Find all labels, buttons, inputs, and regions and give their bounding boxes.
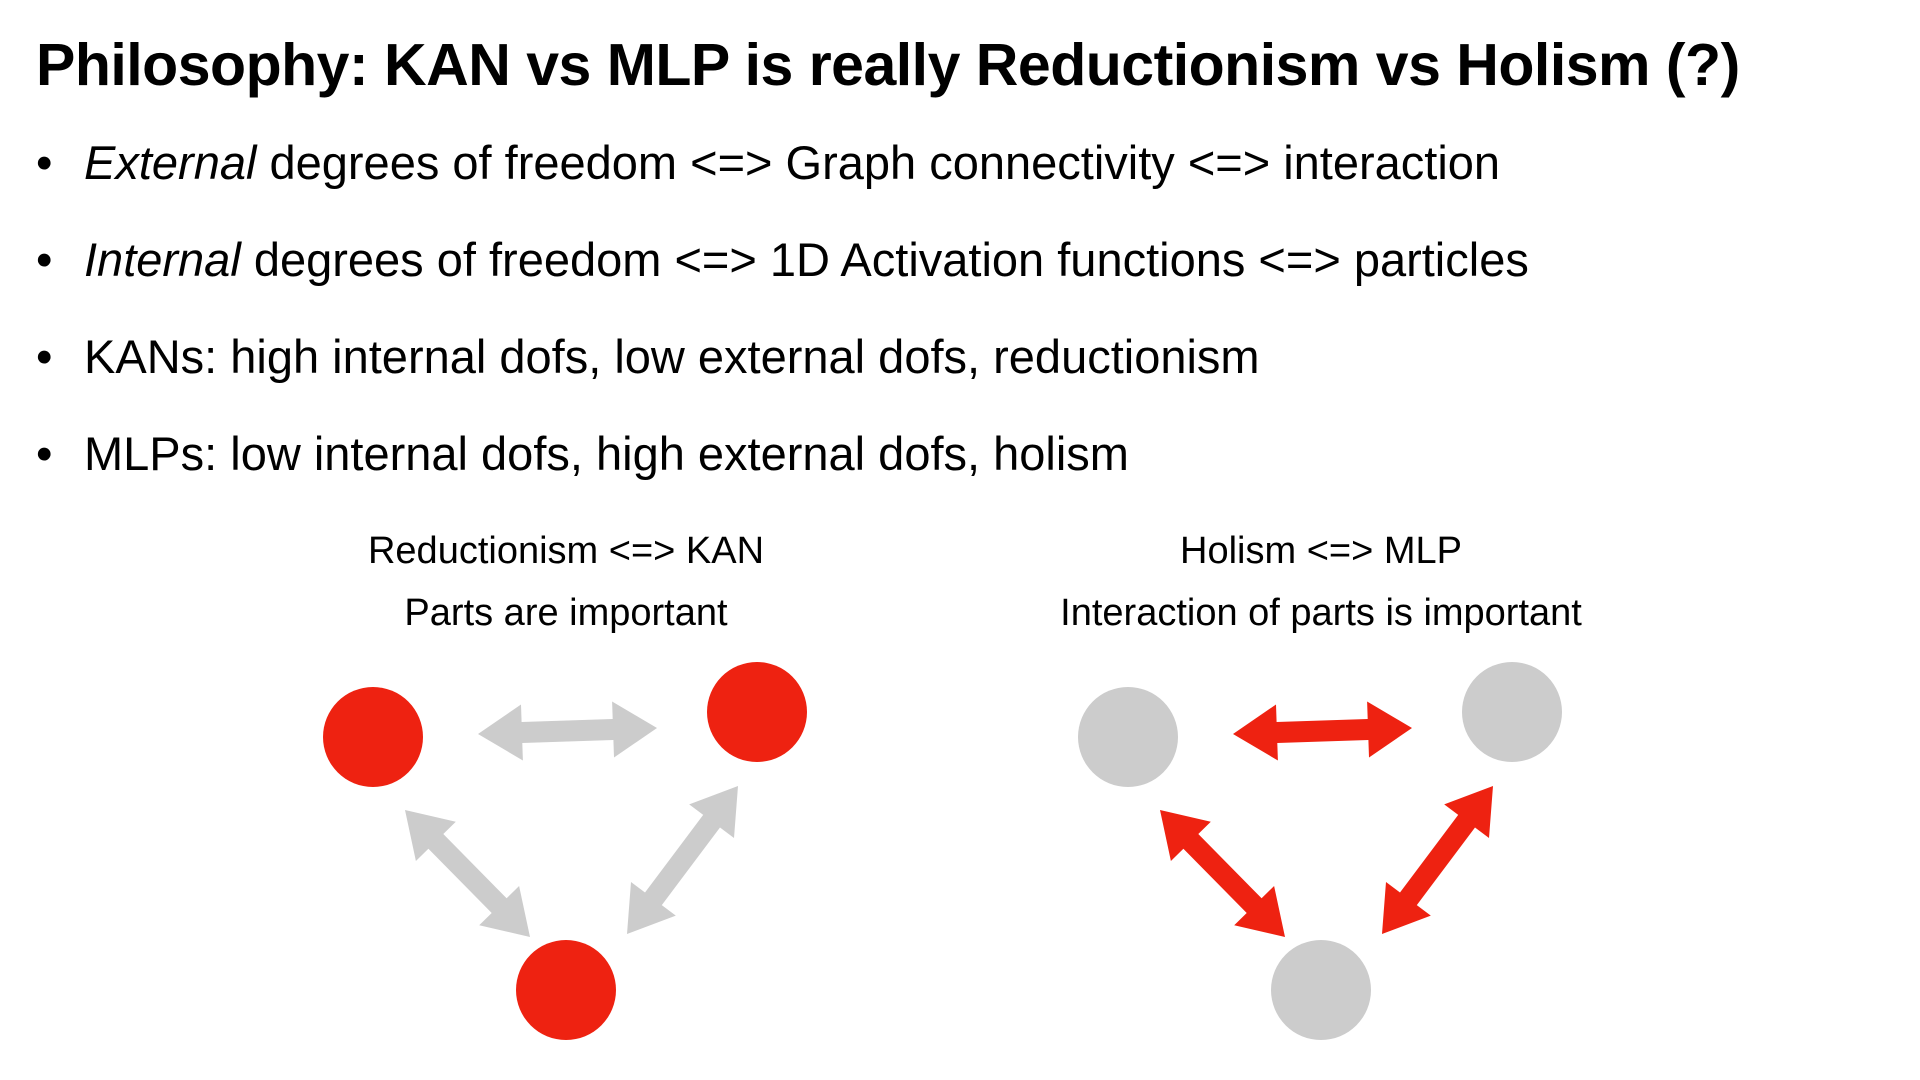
right-diagram-heading: Holism <=> MLP [1180,530,1462,572]
holism-arrow-top [1233,701,1412,761]
bullet-text: External degrees of freedom <=> Graph co… [84,135,1500,191]
bullet-marker: • [36,427,53,480]
bullet-rest: KANs: high internal dofs, low external d… [84,330,1260,383]
holism-node-left [1078,687,1178,787]
bullet-emphasis: Internal [84,233,241,286]
reductionism-arrow-right [627,786,738,934]
reductionism-node-left [323,687,423,787]
holism-arrow-left [1160,810,1285,937]
bullet-marker: • [36,330,53,383]
holism-node-right [1462,662,1562,762]
bullet-marker: • [36,136,53,189]
reductionism-node-right [707,662,807,762]
holism-diagram [1078,662,1562,1040]
left-diagram-subheading: Parts are important [404,592,728,634]
bullet-rest: degrees of freedom <=> Graph connectivit… [256,136,1501,189]
bullet-rest: MLPs: low internal dofs, high external d… [84,427,1129,480]
left-diagram-heading: Reductionism <=> KAN [367,530,765,572]
bullet-rest: degrees of freedom <=> 1D Activation fun… [240,233,1529,286]
slide-title: Philosophy: KAN vs MLP is really Reducti… [36,32,1740,98]
bullet-marker: • [36,233,53,286]
bullet-emphasis: External [84,136,257,189]
holism-node-bottom [1271,940,1371,1040]
bullet-text: Internal degrees of freedom <=> 1D Activ… [84,232,1529,288]
reductionism-node-bottom [516,940,616,1040]
reductionism-arrow-left [405,810,530,937]
reductionism-arrow-top [478,701,657,761]
holism-arrow-right [1382,786,1493,934]
right-diagram-subheading: Interaction of parts is important [1060,592,1582,634]
reductionism-diagram [323,662,807,1040]
bullet-text: KANs: high internal dofs, low external d… [84,329,1260,385]
bullet-text: MLPs: low internal dofs, high external d… [84,426,1129,482]
